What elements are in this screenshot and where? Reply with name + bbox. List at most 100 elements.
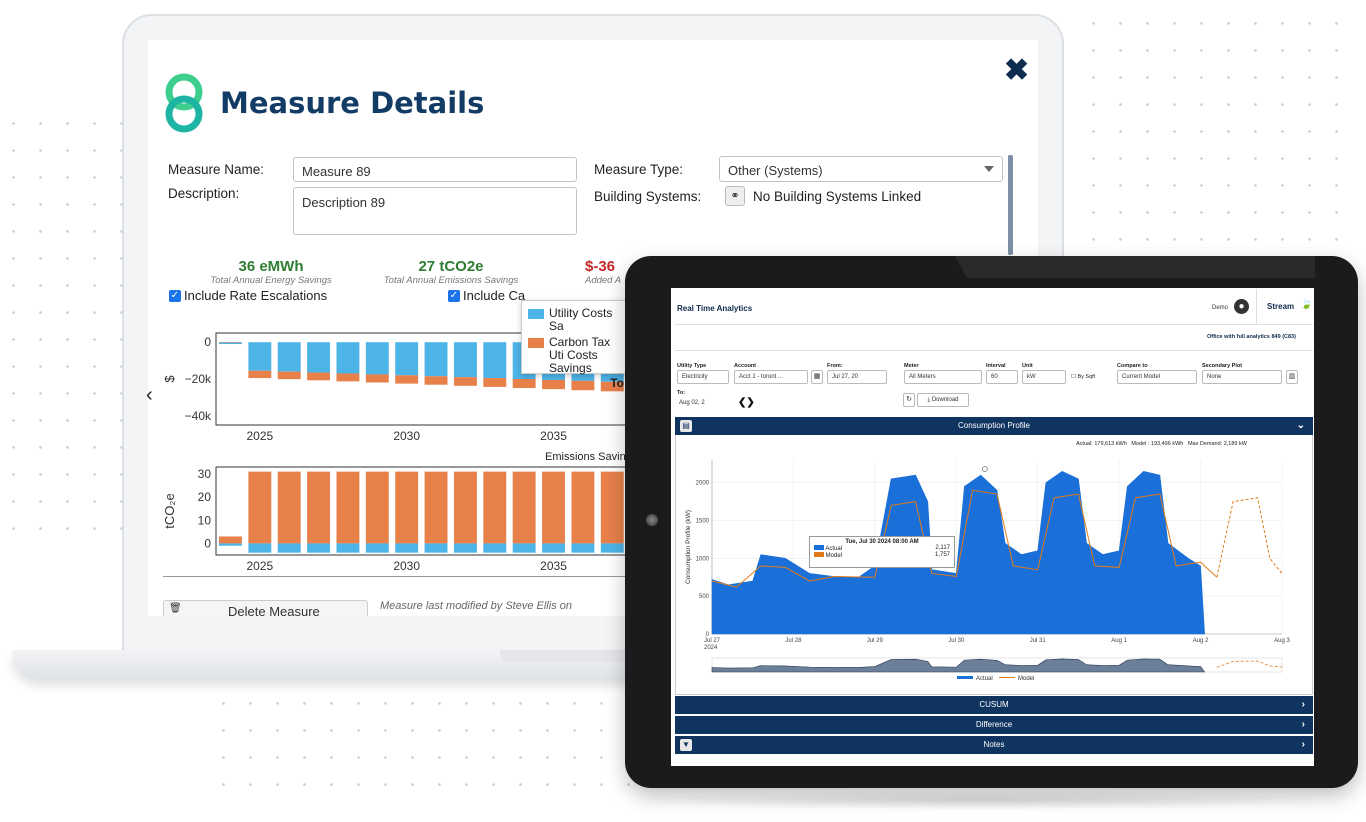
cusum-header[interactable]: CUSUM › — [675, 696, 1313, 714]
stat-caption: Total Annual Emissions Savings — [383, 275, 519, 286]
measure-type-select[interactable]: Other (Systems) — [719, 156, 1003, 182]
notes-header[interactable]: ▼ Notes › — [675, 736, 1313, 754]
select-value: Acct 1 - toront ... — [739, 374, 784, 380]
secondary-plot-label: Secondary Plot — [1202, 363, 1243, 369]
refresh-icon[interactable]: ↻ — [903, 393, 915, 407]
checkbox-label: Include Ca — [463, 288, 526, 303]
bar — [512, 471, 536, 544]
consumption-profile-header[interactable]: ▤ Consumption Profile ⌄ — [675, 417, 1313, 435]
bar — [453, 543, 477, 553]
delete-measure-button[interactable]: 🗑 Delete Measure — [163, 600, 368, 616]
user-name[interactable]: Demo — [1212, 305, 1229, 311]
page-title: Measure Details — [220, 86, 485, 120]
consumption-summary: Actual: 179,613 kWh Model : 193,496 kWh … — [1076, 441, 1247, 447]
bar — [365, 471, 389, 544]
y-tick-label: 0 — [706, 632, 710, 638]
to-date-input[interactable]: Aug 02, 2 — [677, 397, 737, 411]
x-tick-label: Jul 31 — [1030, 638, 1047, 644]
download-button[interactable]: ⤓ Download — [917, 393, 969, 407]
bar — [248, 471, 272, 544]
measure-type-label: Measure Type: — [594, 162, 684, 177]
description-textarea[interactable]: Description 89 — [293, 187, 577, 235]
x-tick-label: Aug 2 — [1193, 638, 1209, 644]
account-select[interactable]: Acct 1 - toront ... — [734, 370, 808, 384]
chevron-left-icon[interactable]: ‹ — [146, 384, 153, 406]
y-tick-label: −20k — [185, 372, 212, 386]
bar — [248, 342, 272, 371]
x-tick-label: Jul 30 — [948, 638, 965, 644]
select-value: Electricity — [682, 374, 708, 380]
measure-name-label: Measure Name: — [168, 162, 265, 177]
checkbox-label: By Sqft — [1077, 374, 1096, 380]
y-axis-label: tCO₂e — [162, 493, 177, 528]
max-demand: Max Demand: 2,189 kW — [1187, 441, 1247, 447]
bar — [512, 543, 536, 553]
model-total: Model : 193,496 kWh — [1131, 441, 1184, 447]
user-avatar-icon[interactable]: ● — [1234, 299, 1249, 314]
y-tick-label: 1000 — [696, 556, 710, 562]
unit-select[interactable]: kW — [1022, 370, 1066, 384]
bar — [453, 342, 477, 378]
actual-area — [711, 471, 1205, 635]
by-sqft-checkbox[interactable]: ☐ By Sqft — [1071, 374, 1096, 380]
unit-label: Unit — [1022, 363, 1033, 369]
prev-next-arrows-icon[interactable]: ❮❯ — [738, 397, 755, 408]
trash-icon: 🗑 — [169, 603, 182, 614]
interval-select[interactable]: 60 — [986, 370, 1018, 384]
bar — [219, 342, 242, 345]
difference-header[interactable]: Difference › — [675, 716, 1313, 734]
x-tick-label: Jul 29 — [867, 638, 884, 644]
y-tick-label: 20 — [198, 490, 212, 504]
scrollbar[interactable] — [1008, 155, 1013, 255]
from-date-input[interactable]: Jul 27, 20 — [827, 370, 887, 384]
download-icon: ⤓ — [927, 397, 932, 403]
model-forecast-line — [1216, 497, 1283, 578]
bar — [248, 543, 272, 553]
stat-value: $-36 — [585, 258, 616, 275]
chevron-down-icon — [984, 166, 994, 172]
y-tick-label: 10 — [198, 513, 212, 527]
stat-value: 36 eMWh — [238, 258, 304, 275]
bar — [424, 376, 448, 385]
bar — [336, 342, 360, 374]
select-value: Current Model — [1122, 374, 1161, 380]
meter-select[interactable]: All Meters — [904, 370, 982, 384]
bar — [365, 342, 389, 375]
close-icon[interactable]: ✖ — [1004, 54, 1030, 87]
link-icon[interactable]: ⚭ — [725, 186, 745, 206]
bar — [600, 543, 624, 553]
legend-swatch — [957, 676, 973, 679]
chart-icon[interactable]: ▥ — [1286, 370, 1298, 384]
y-tick-label: 2000 — [696, 481, 710, 487]
emissions-savings-chart: 30 20 10 0 2025 2030 2035 tCO₂e — [162, 466, 630, 573]
y-tick-label: −40k — [185, 409, 212, 423]
carbon-tax-checkbox[interactable]: ✓ Include Ca — [448, 288, 525, 303]
x-tick-label: 2025 — [246, 429, 273, 443]
plot-frame — [215, 332, 630, 426]
legend-label: Actual — [976, 676, 993, 682]
bar — [277, 543, 301, 553]
legend-swatch — [528, 338, 544, 348]
x-tick-label: 2030 — [393, 559, 420, 573]
measure-name-input[interactable]: Measure 89 — [293, 157, 577, 182]
date-value: Jul 27, 20 — [832, 374, 859, 380]
download-label: Download — [931, 397, 959, 403]
bar — [219, 536, 242, 544]
legend-swatch — [814, 545, 824, 550]
consumption-panel-body — [675, 435, 1313, 695]
description-label: Description: — [168, 186, 240, 201]
utility-type-select[interactable]: Electricity — [677, 370, 729, 384]
calendar-icon[interactable]: ▦ — [811, 370, 823, 384]
secondary-plot-select[interactable]: None — [1202, 370, 1282, 384]
rate-escalations-checkbox[interactable]: ✓ Include Rate Escalations — [169, 288, 327, 303]
bar — [365, 543, 389, 553]
brand-logo — [165, 73, 203, 133]
bar — [424, 543, 448, 553]
check-icon: ✓ — [169, 289, 181, 302]
bar — [600, 471, 624, 544]
panel-title: Notes — [983, 740, 1005, 749]
x-tick-label: 2035 — [540, 429, 567, 443]
tooltip-row: Model 1,757 — [814, 552, 950, 559]
x-tick-label: Aug 3 — [1274, 638, 1290, 644]
compare-select[interactable]: Current Model — [1117, 370, 1197, 384]
